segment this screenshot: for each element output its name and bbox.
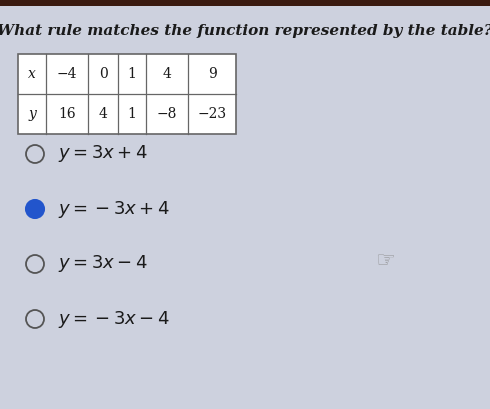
Text: 4: 4 [163, 67, 172, 81]
Text: 9: 9 [208, 67, 217, 81]
Circle shape [26, 200, 44, 218]
Text: 4: 4 [98, 107, 107, 121]
Text: 1: 1 [127, 67, 136, 81]
Text: $y=-3x-4$: $y=-3x-4$ [58, 308, 170, 330]
Text: $y=3x-4$: $y=3x-4$ [58, 254, 148, 274]
Text: 16: 16 [58, 107, 76, 121]
Text: −4: −4 [57, 67, 77, 81]
Text: 0: 0 [98, 67, 107, 81]
Text: y: y [28, 107, 36, 121]
Text: ☞: ☞ [375, 251, 395, 271]
Text: x: x [28, 67, 36, 81]
Text: −8: −8 [157, 107, 177, 121]
Text: $y=3x+4$: $y=3x+4$ [58, 144, 148, 164]
FancyBboxPatch shape [0, 0, 490, 6]
Text: 1: 1 [127, 107, 136, 121]
Text: What rule matches the function represented by the table?: What rule matches the function represent… [0, 24, 490, 38]
FancyBboxPatch shape [18, 54, 236, 134]
Text: −23: −23 [197, 107, 226, 121]
Text: $y=-3x+4$: $y=-3x+4$ [58, 198, 170, 220]
